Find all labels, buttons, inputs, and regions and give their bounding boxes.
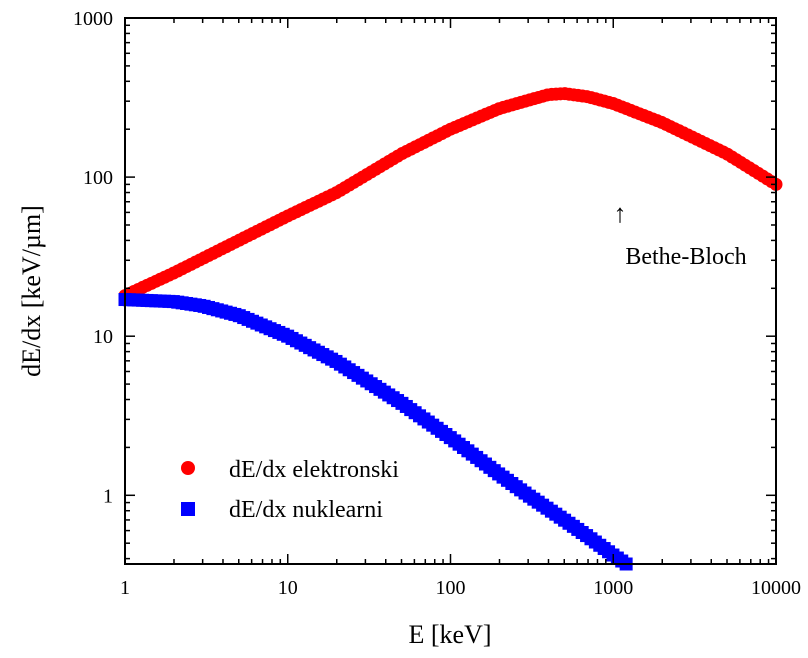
- x-axis-label: E [keV]: [408, 620, 491, 649]
- marks-layer: [118, 87, 783, 571]
- axes-layer: 1 10 100 1000 10000 1 10 100 1000: [73, 8, 801, 599]
- series-elektronski: [118, 87, 783, 303]
- y-axis-label: dE/dx [keV/µm]: [17, 205, 46, 377]
- y-tick-label: 10: [93, 326, 113, 348]
- x-tick-label: 1: [120, 577, 130, 599]
- plot-frame: [124, 17, 777, 565]
- legend-label-elektronski: dE/dx elektronski: [229, 457, 399, 483]
- legend-label-nuklearni: dE/dx nuklearni: [229, 497, 383, 523]
- y-tick-label: 1000: [73, 8, 113, 30]
- x-tick-label: 10: [278, 577, 298, 599]
- annotation-label: Bethe-Bloch: [625, 244, 746, 270]
- legend-marker-nuklearni: [181, 502, 195, 516]
- annotation-arrow: ↑: [614, 199, 627, 228]
- x-tick-label: 10000: [751, 577, 801, 599]
- x-tick-label: 100: [436, 577, 466, 599]
- y-tick-label: 100: [83, 167, 113, 189]
- x-tick-label: 1000: [593, 577, 633, 599]
- y-tick-label: 1: [103, 485, 113, 507]
- legend: dE/dx elektronski dE/dx nuklearni: [181, 457, 399, 523]
- series-nuklearni: [118, 293, 633, 571]
- legend-marker-elektronski: [181, 461, 195, 475]
- annotation: ↑ Bethe-Bloch: [614, 199, 747, 270]
